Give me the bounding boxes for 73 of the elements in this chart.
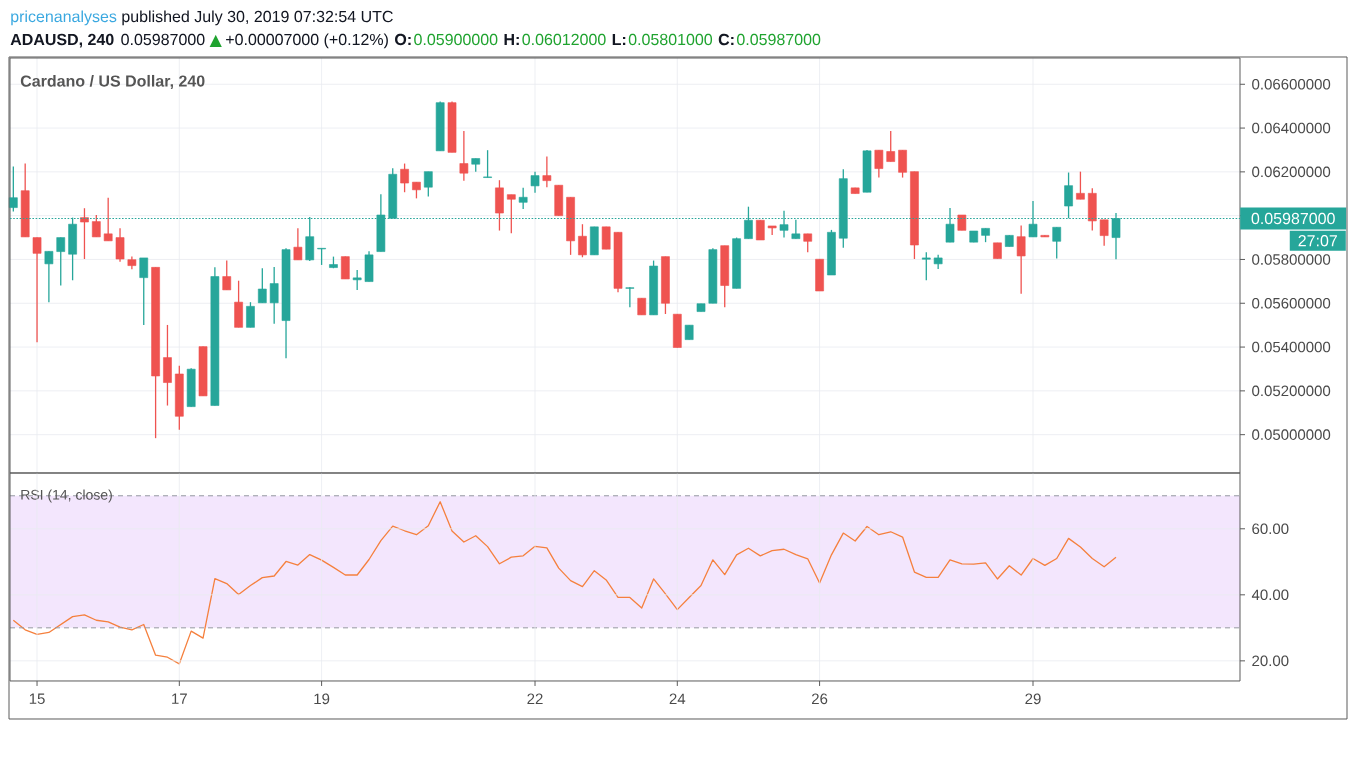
candlestick xyxy=(874,149,884,179)
candlestick xyxy=(542,155,552,188)
candlestick xyxy=(1099,219,1109,247)
candlestick xyxy=(44,250,54,303)
text: O: xyxy=(395,33,411,46)
candlestick xyxy=(886,130,896,163)
candlestick xyxy=(103,197,113,242)
candlestick xyxy=(601,226,611,250)
text: 0.06012000 xyxy=(522,33,606,46)
x-tick-label: 19 xyxy=(314,693,330,705)
candlestick xyxy=(1076,171,1085,200)
y-tick-label: 60.00 xyxy=(1252,523,1289,535)
text: 0.05987000 xyxy=(121,33,205,46)
text: ▲ xyxy=(209,34,222,47)
x-tick-label: 29 xyxy=(1025,693,1041,705)
candlestick xyxy=(921,251,931,281)
y-tick-label: 0.06400000 xyxy=(1252,122,1331,134)
x-tick-label: 24 xyxy=(669,693,686,704)
y-tick-label: 40.00 xyxy=(1251,589,1289,601)
y-tick-label: 0.05400000 xyxy=(1252,341,1331,353)
y-tick-label: 0.05600000 xyxy=(1252,297,1331,309)
candlestick xyxy=(518,187,528,210)
text: C: xyxy=(718,33,734,46)
candlestick xyxy=(459,130,469,182)
candlestick xyxy=(352,269,362,291)
candlestick xyxy=(115,227,125,263)
candlestick xyxy=(80,207,89,260)
text: 0.05801000 xyxy=(628,33,713,46)
candlestick xyxy=(755,219,765,241)
candlestick xyxy=(1052,226,1062,260)
candlestick xyxy=(506,193,516,234)
x-tick-label: 26 xyxy=(811,693,828,705)
text: H: xyxy=(504,33,519,45)
candlestick xyxy=(222,259,232,291)
candlestick xyxy=(423,171,433,198)
candlestick xyxy=(139,257,149,326)
y-tick-label: 0.05200000 xyxy=(1252,385,1331,397)
y-tick-label: 0.06200000 xyxy=(1252,166,1331,178)
candlestick xyxy=(32,236,42,343)
text: pricenanalyses xyxy=(11,10,117,26)
candlestick xyxy=(293,227,303,261)
candlestick xyxy=(8,165,18,213)
candlestick xyxy=(578,223,587,258)
x-tick-label: 22 xyxy=(527,693,543,704)
candlestick xyxy=(530,171,540,194)
candlestick xyxy=(56,236,66,287)
candlestick xyxy=(400,162,409,193)
ref-line-label: 0.05987000 xyxy=(1251,212,1335,225)
candlestick xyxy=(340,255,350,280)
y-tick-label: 20.00 xyxy=(1252,655,1289,667)
candlestick xyxy=(257,267,267,304)
candlestick xyxy=(625,286,635,308)
y-tick-label: 0.05800000 xyxy=(1252,254,1331,265)
x-tick-label: 15 xyxy=(29,693,45,704)
candlestick xyxy=(898,149,907,179)
text: published July 30, 2019 07:32:54 UTC xyxy=(122,10,393,26)
candlestick xyxy=(803,233,813,253)
y-tick-label: 0.05000000 xyxy=(1252,429,1331,440)
candlestick xyxy=(246,301,255,328)
x-tick-label: 17 xyxy=(172,693,187,704)
text: 0.05987000 xyxy=(737,33,821,46)
text: 27:07 xyxy=(1298,235,1337,247)
text: ADAUSD, 240 xyxy=(10,33,114,48)
candlestick xyxy=(1016,224,1026,295)
text: +0.00007000 (+0.12%) xyxy=(226,33,388,49)
text: RSI (14, close) xyxy=(21,489,112,503)
text: Cardano / US Dollar, 240 xyxy=(20,74,205,90)
candlestick xyxy=(483,149,492,179)
candlestick xyxy=(269,266,279,325)
text: 0.05900000 xyxy=(414,33,498,46)
y-tick-label: 0.06600000 xyxy=(1252,78,1331,90)
text: L: xyxy=(612,33,626,45)
candlestick xyxy=(91,214,101,238)
